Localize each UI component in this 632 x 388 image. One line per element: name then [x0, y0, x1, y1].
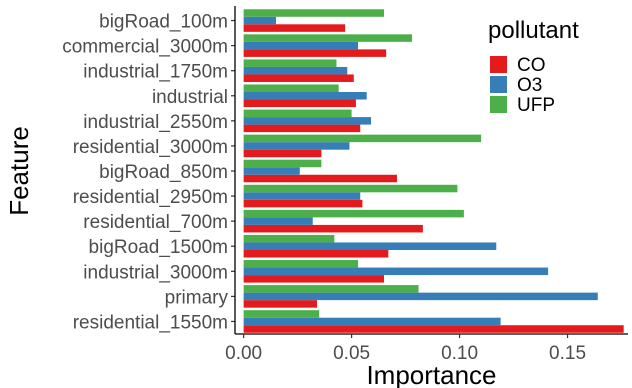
y-tick-label: bigRoad_100m	[99, 12, 228, 33]
bar-co-primary	[243, 300, 318, 308]
y-axis-title: Feature	[4, 126, 34, 216]
bar-o3-commercial_3000m	[243, 41, 359, 50]
bar-o3-bigRoad_1500m	[243, 242, 497, 250]
y-tick-label: industrial	[152, 87, 228, 108]
x-tick-label: 0.10	[441, 343, 478, 364]
bar-o3-industrial_1750m	[243, 66, 348, 75]
bar-o3-residential_3000m	[243, 142, 350, 150]
y-tick-label: commercial_3000m	[62, 37, 228, 58]
bar-ufp-bigRoad_100m	[243, 9, 384, 17]
x-tick-label: 0.15	[549, 343, 586, 364]
bar-co-residential_3000m	[243, 149, 322, 158]
y-tick-label: industrial_2550m	[83, 112, 228, 133]
bar-o3-residential_2950m	[243, 192, 361, 200]
bar-o3-primary	[243, 292, 598, 301]
y-tick-label: residential_3000m	[73, 137, 228, 158]
legend-title: pollutant	[488, 17, 579, 44]
bar-ufp-commercial_3000m	[243, 34, 413, 42]
bar-ufp-residential_700m	[243, 209, 464, 218]
bar-co-residential_1550m	[243, 325, 624, 333]
x-axis-title: Importance	[366, 360, 496, 388]
legend-swatch-ufp	[490, 96, 507, 113]
bar-co-bigRoad_850m	[243, 174, 397, 183]
x-tick-label: 0.00	[225, 343, 262, 364]
bar-co-industrial	[243, 99, 356, 108]
bar-co-residential_2950m	[243, 199, 363, 208]
bar-ufp-industrial_3000m	[243, 260, 359, 268]
y-tick-label: residential_700m	[83, 212, 228, 233]
bar-co-industrial_1750m	[243, 74, 354, 82]
bar-ufp-industrial_1750m	[243, 59, 337, 67]
bar-co-bigRoad_100m	[243, 24, 346, 32]
bar-o3-bigRoad_850m	[243, 167, 300, 175]
bar-co-industrial_3000m	[243, 275, 384, 283]
bar-co-bigRoad_1500m	[243, 249, 389, 258]
bar-co-commercial_3000m	[243, 49, 387, 57]
bar-ufp-primary	[243, 285, 419, 293]
bar-ufp-residential_2950m	[243, 184, 458, 193]
bar-o3-industrial	[243, 92, 367, 100]
y-tick-label: bigRoad_850m	[99, 162, 228, 183]
y-tick-label: residential_1550m	[73, 312, 228, 333]
bar-co-industrial_2550m	[243, 124, 361, 133]
bars-layer	[243, 9, 624, 333]
legend-label-co: CO	[517, 55, 546, 76]
bar-co-residential_700m	[243, 224, 423, 233]
bar-ufp-bigRoad_850m	[243, 159, 322, 168]
bar-ufp-industrial_2550m	[243, 109, 352, 118]
legend-label-ufp: UFP	[517, 95, 555, 116]
bar-o3-residential_1550m	[243, 317, 501, 326]
bar-ufp-residential_3000m	[243, 134, 482, 143]
y-tick-label: bigRoad_1500m	[89, 237, 228, 258]
y-tick-label: industrial_3000m	[83, 262, 228, 283]
y-tick-label: primary	[165, 287, 229, 308]
bar-o3-industrial_2550m	[243, 117, 372, 125]
bar-o3-residential_700m	[243, 217, 313, 225]
bar-o3-bigRoad_100m	[243, 16, 277, 25]
legend-label-o3: O3	[517, 75, 542, 96]
x-tick-label: 0.05	[333, 343, 370, 364]
y-tick-label: industrial_1750m	[83, 62, 228, 83]
bar-ufp-industrial	[243, 84, 339, 93]
labels-layer: bigRoad_100m commercial_3000m industrial_1…	[62, 12, 586, 364]
legend-swatch-o3	[490, 76, 507, 93]
legend-swatch-co	[490, 56, 507, 73]
bar-ufp-bigRoad_1500m	[243, 234, 335, 243]
bar-o3-industrial_3000m	[243, 267, 549, 276]
y-tick-label: residential_2950m	[73, 187, 228, 208]
axes-layer	[231, 6, 628, 338]
bar-ufp-residential_1550m	[243, 310, 320, 318]
